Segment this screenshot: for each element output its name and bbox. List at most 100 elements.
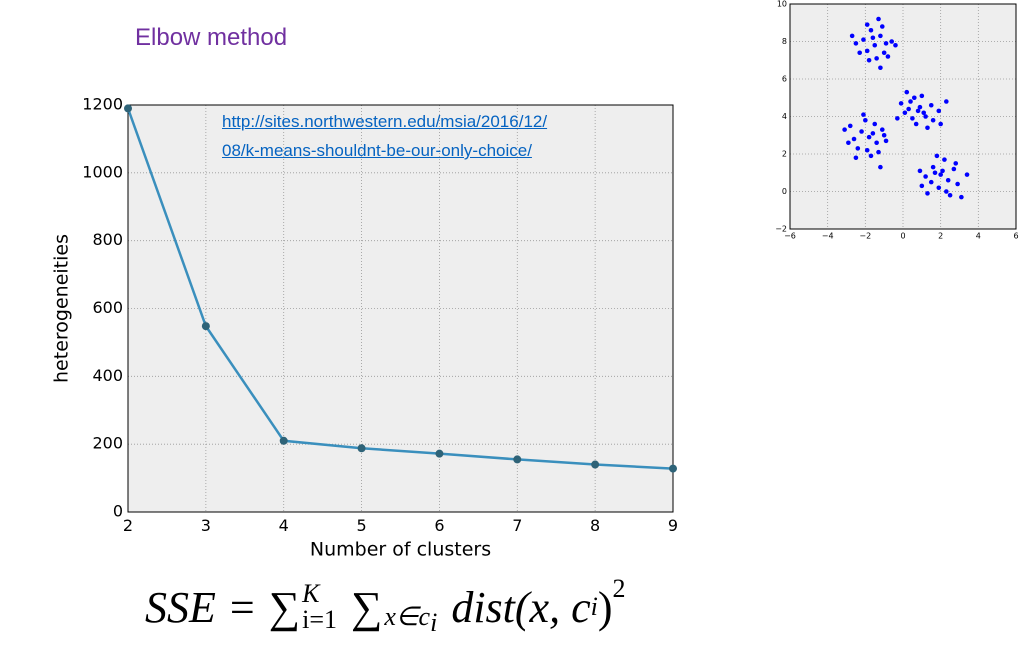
point (883, 138, 889, 144)
point (870, 131, 876, 136)
point (857, 50, 862, 56)
point (849, 33, 855, 39)
point (921, 110, 927, 116)
point (669, 464, 677, 473)
point (847, 123, 853, 129)
point (435, 449, 444, 458)
y-axis-label: heterogeneities (51, 234, 73, 383)
source-link[interactable]: http://sites.northwestern.edu/msia/2016/… (222, 112, 548, 131)
x-tick-label: 2 (123, 516, 133, 535)
x-tick-label: −4 (822, 232, 834, 241)
point (893, 42, 898, 48)
point (930, 164, 936, 170)
y-tick-label: 400 (92, 366, 123, 385)
point (846, 140, 851, 146)
slide-title: Elbow method (135, 24, 288, 51)
point (908, 99, 913, 104)
point (279, 436, 288, 445)
y-tick-label: 200 (92, 434, 123, 453)
point (864, 48, 870, 54)
point (883, 41, 889, 46)
point (842, 127, 847, 132)
point (201, 322, 210, 331)
point (864, 147, 870, 153)
point (859, 129, 864, 134)
point (936, 108, 942, 114)
point (934, 153, 940, 159)
x-tick-label: 3 (201, 516, 211, 535)
point (904, 89, 910, 95)
point (881, 132, 887, 138)
point (855, 146, 861, 151)
formula-text: ) (597, 582, 613, 632)
formula-text: dist(x, c (451, 582, 591, 632)
x-tick-label: 9 (668, 516, 678, 535)
plot-area (790, 4, 1016, 229)
point (876, 149, 881, 155)
formula-text: i (430, 608, 438, 638)
point (938, 172, 943, 177)
formula-limits: K i=1 (302, 581, 337, 633)
point (868, 27, 874, 33)
y-tick-label: 0 (113, 502, 123, 521)
point (964, 172, 970, 177)
point (902, 110, 908, 116)
point (853, 41, 859, 46)
point (910, 116, 915, 121)
point (932, 170, 938, 176)
point (861, 37, 866, 42)
y-tick-label: 4 (782, 112, 787, 121)
point (944, 99, 949, 104)
point (923, 114, 928, 119)
point (912, 95, 917, 101)
point (917, 104, 923, 110)
point (591, 460, 600, 469)
point (866, 57, 872, 63)
point (889, 39, 894, 44)
point (870, 35, 876, 41)
point (953, 161, 959, 166)
x-tick-label: 2 (938, 232, 943, 241)
point (863, 117, 868, 123)
point (851, 136, 857, 142)
x-tick-label: 4 (976, 232, 981, 241)
y-tick-label: 8 (782, 37, 787, 46)
point (876, 16, 881, 22)
y-tick-label: 1200 (82, 95, 123, 114)
point (895, 116, 900, 121)
point (874, 140, 879, 146)
point (879, 24, 885, 29)
point (861, 112, 866, 117)
point (944, 189, 949, 194)
y-tick-label: 2 (782, 150, 787, 159)
x-tick-label: 6 (434, 516, 444, 535)
point (919, 183, 925, 189)
point (124, 104, 132, 113)
point (919, 93, 925, 99)
point (868, 153, 874, 159)
x-tick-label: 5 (356, 516, 366, 535)
point (923, 174, 928, 179)
point (898, 101, 904, 106)
sse-formula: SSE = ∑ K i=1 ∑ x∈ci dist(x, c i) 2 (145, 574, 626, 636)
y-tick-label: 1000 (82, 162, 123, 181)
x-tick-label: −6 (784, 232, 796, 241)
point (928, 102, 934, 108)
source-link[interactable]: 08/k-means-shouldnt-be-our-only-choice/ (222, 141, 532, 160)
formula-limits: x∈ci (384, 578, 437, 636)
point (942, 157, 947, 162)
y-tick-label: 0 (782, 187, 787, 196)
point (955, 181, 960, 187)
formula-text: SSE (145, 582, 216, 632)
point (866, 134, 872, 140)
point (864, 22, 870, 27)
formula-text: x∈c (384, 602, 431, 631)
point (930, 117, 936, 123)
formula-text: 2 (612, 574, 626, 604)
point (513, 455, 522, 464)
plot-frame (127, 104, 674, 513)
formula-text: = (229, 582, 255, 632)
point (959, 194, 964, 200)
